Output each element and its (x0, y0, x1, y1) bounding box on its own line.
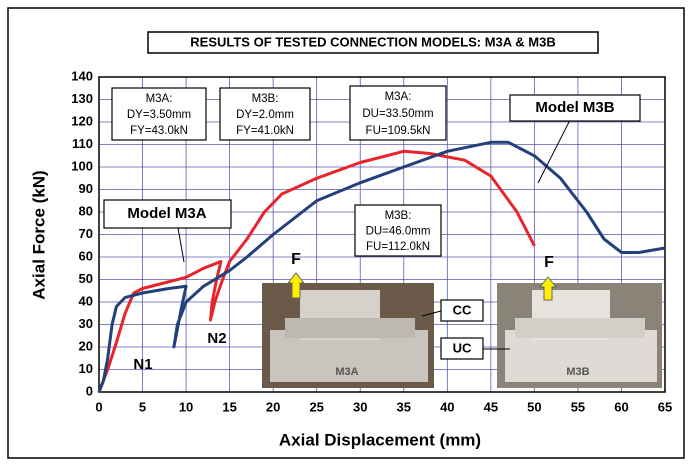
annotation-text: DY=3.50mm (127, 109, 191, 121)
y-tick-label: 20 (79, 338, 93, 353)
n2-label: N2 (207, 330, 226, 347)
frame (8, 8, 684, 458)
annotation-text: FU=109.5kN (366, 125, 431, 137)
y-tick-label: 60 (79, 248, 93, 263)
annotation-text: FY=43.0kN (130, 125, 188, 137)
x-tick-label: 40 (440, 399, 454, 414)
y-tick-label: 120 (71, 113, 93, 128)
y-tick-label: 0 (86, 383, 93, 398)
annotation-text: DU=33.50mm (362, 108, 433, 120)
cc-label: CC (453, 302, 472, 317)
force-label: F (544, 254, 554, 271)
y-tick-label: 50 (79, 271, 93, 286)
y-axis-label: Axial Force (kN) (29, 170, 48, 299)
specimen-label: M3A (335, 366, 358, 378)
x-tick-label: 35 (397, 399, 411, 414)
chart-title: RESULTS OF TESTED CONNECTION MODELS: M3A… (190, 34, 555, 49)
y-tick-label: 30 (79, 316, 93, 331)
y-tick-label: 110 (72, 136, 93, 151)
x-tick-label: 60 (614, 399, 628, 414)
x-tick-label: 25 (309, 399, 323, 414)
y-tick-label: 130 (71, 91, 93, 106)
x-tick-label: 15 (222, 399, 236, 414)
y-tick-label: 70 (79, 226, 93, 241)
y-tick-label: 80 (79, 203, 93, 218)
y-tick-label: 100 (71, 158, 93, 173)
uc-label: UC (453, 340, 472, 355)
annotation-text: FU=112.0kN (366, 241, 430, 253)
x-tick-label: 65 (658, 399, 672, 414)
x-tick-label: 0 (95, 399, 102, 414)
x-axis-label: Axial Displacement (mm) (279, 430, 481, 449)
specimen-label: M3B (566, 366, 589, 378)
annotation-text: DY=2.0mm (236, 109, 294, 121)
y-tick-label: 140 (71, 68, 93, 83)
x-tick-label: 45 (484, 399, 498, 414)
force-label: F (291, 251, 301, 268)
x-tick-label: 10 (179, 399, 193, 414)
x-tick-label: 30 (353, 399, 367, 414)
annotation-text: M3A: (385, 91, 412, 103)
annotation-text: M3A: (146, 93, 173, 105)
x-tick-label: 50 (527, 399, 541, 414)
y-tick-label: 90 (79, 181, 93, 196)
legend-entry: Model M3B (535, 99, 614, 116)
x-tick-label: 5 (139, 399, 146, 414)
legend-entry: Model M3A (127, 205, 206, 222)
x-tick-label: 20 (266, 399, 280, 414)
annotation-text: FY=41.0kN (236, 125, 294, 137)
y-tick-label: 40 (79, 293, 93, 308)
annotation-text: DU=46.0mm (366, 226, 431, 238)
annotation-text: M3B: (385, 210, 412, 222)
x-tick-label: 55 (571, 399, 585, 414)
n1-label: N1 (133, 356, 152, 373)
y-tick-label: 10 (79, 361, 93, 376)
chart: RESULTS OF TESTED CONNECTION MODELS: M3A… (0, 0, 692, 466)
annotation-text: M3B: (252, 93, 279, 105)
